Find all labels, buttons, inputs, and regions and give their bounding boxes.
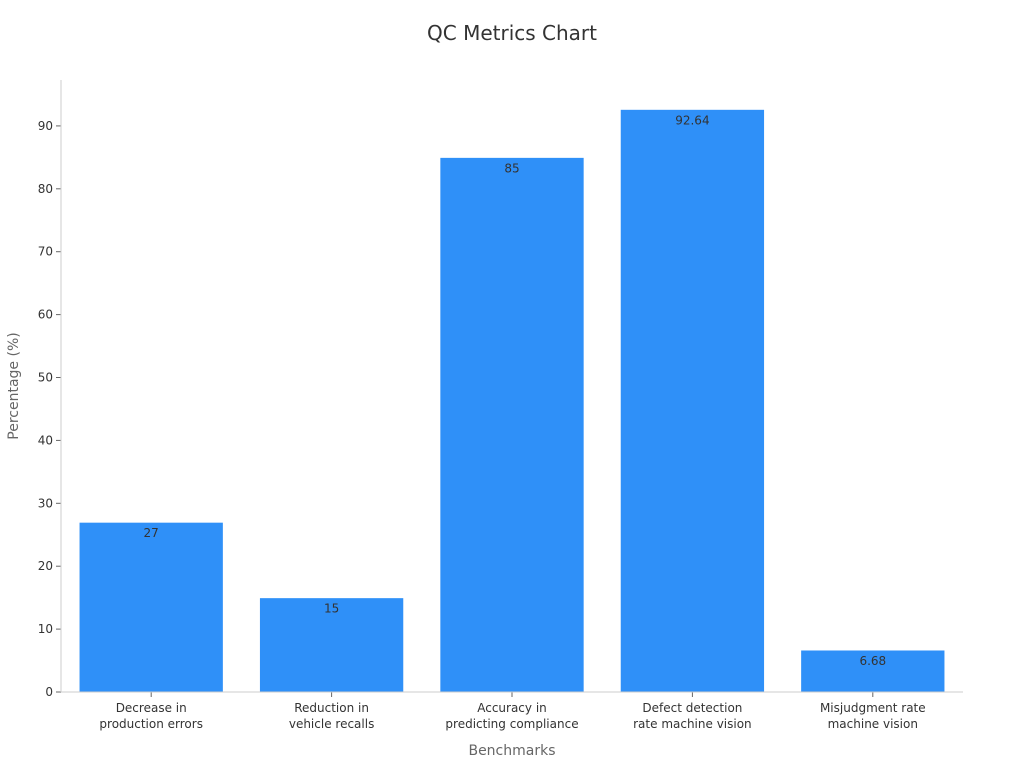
y-tick-label: 0 [45,685,53,699]
x-tick-label: production errors [99,717,203,731]
x-tick-label: machine vision [828,717,918,731]
x-tick-label: Decrease in [116,701,187,715]
y-axis-title: Percentage (%) [6,332,22,439]
x-axis-title: Benchmarks [468,743,555,759]
x-tick-label: Misjudgment rate [820,701,926,715]
y-tick-label: 70 [38,245,53,259]
y-tick-label: 20 [38,559,53,573]
data-label: 85 [504,161,519,175]
y-tick-label: 30 [38,496,53,510]
y-tick-label: 40 [38,433,53,447]
y-tick-label: 50 [38,371,53,385]
data-label: 27 [144,526,159,540]
data-label: 92.64 [675,113,709,127]
bar [439,156,585,693]
x-tick-label: rate machine vision [633,717,752,731]
chart-title: QC Metrics Chart [427,21,597,45]
y-tick-label: 80 [38,182,53,196]
x-tick-label: Reduction in [294,701,369,715]
bar [78,521,224,693]
bar [258,597,405,693]
y-tick-label: 10 [38,622,53,636]
x-tick-label: Accuracy in [477,701,547,715]
y-tick-label: 60 [38,308,53,322]
bar [800,649,946,693]
x-tick-label: predicting compliance [445,717,578,731]
plot-area: 0 10 20 30 40 50 60 70 80 90 27 Decrease in producti… [38,108,946,731]
x-tick-label: vehicle recalls [289,717,374,731]
y-tick-label: 90 [38,119,53,133]
data-label: 6.68 [859,654,886,668]
data-label: 15 [324,602,339,616]
bar [619,108,766,693]
x-tick-label: Defect detection [642,701,742,715]
